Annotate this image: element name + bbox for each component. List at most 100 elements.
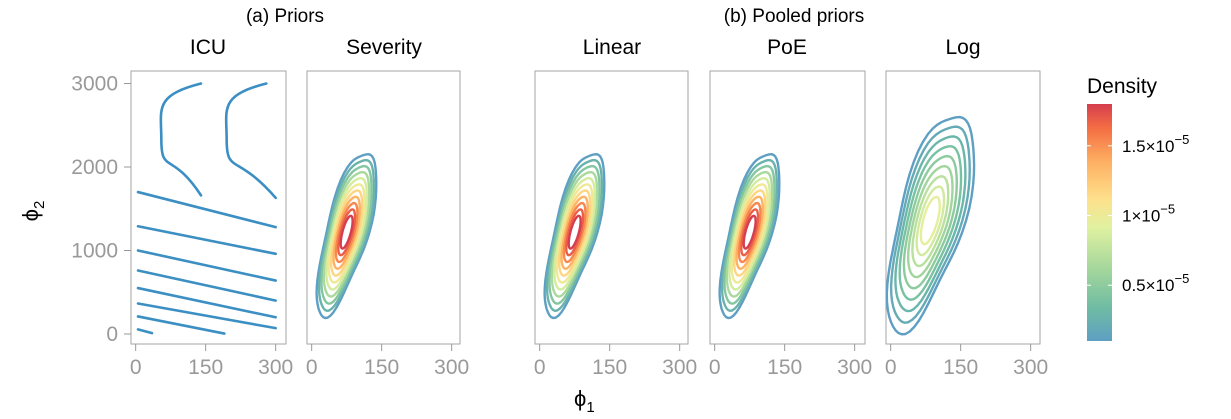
density-contour-severity — [322, 171, 371, 298]
density-contour-poe — [730, 183, 769, 284]
panel-frame-severity — [306, 70, 461, 345]
density-contour-linear — [562, 201, 587, 264]
panel-title-poe: PoE — [767, 36, 807, 59]
density-contour-linear — [565, 208, 585, 257]
density-contour-severity — [330, 189, 364, 277]
x-tick-label: 150 — [592, 356, 627, 379]
y-axis-label-subscript: 2 — [31, 201, 48, 209]
x-tick-label: 0 — [534, 356, 546, 379]
x-tick-label: 0 — [885, 356, 897, 379]
legend-labels: 1.5×10−51×10−50.5×10−5 — [1087, 132, 1189, 295]
density-contour-log — [894, 135, 967, 313]
panel-title-icu: ICU — [190, 36, 226, 59]
density-contour-log — [885, 115, 976, 336]
x-axis-label: ϕ1 — [574, 386, 595, 416]
density-core-poe — [746, 225, 753, 240]
x-tick-label: 150 — [943, 356, 978, 379]
icu-contour-arc — [159, 82, 203, 197]
legend-label: 1.5×10−5 — [1122, 132, 1189, 156]
icu-contour-line — [136, 249, 277, 282]
legend-label-exponent: −5 — [1174, 132, 1189, 147]
panel-title-severity: Severity — [346, 36, 422, 59]
panel-title-log: Log — [945, 36, 980, 59]
density-contour-severity — [327, 183, 366, 284]
panel-frame-log — [885, 70, 1041, 345]
density-core-severity — [343, 225, 350, 240]
contour-layer — [136, 82, 976, 336]
icu-contour-line — [136, 286, 277, 319]
legend-label-exponent: −5 — [1160, 202, 1175, 217]
density-contour-severity — [332, 195, 361, 270]
x-tick-label: 150 — [188, 356, 223, 379]
density-contour-poe — [723, 165, 776, 305]
y-tick-label: 3000 — [71, 73, 118, 96]
legend-label-base: 1×10 — [1122, 207, 1160, 226]
density-contour-poe — [728, 177, 771, 291]
density-contour-poe — [725, 171, 774, 298]
y-axis-label: ϕ2 — [18, 201, 48, 222]
group-title-priors: (a) Priors — [246, 6, 324, 27]
icu-contour-line — [136, 328, 154, 335]
icu-contour-line — [136, 302, 277, 330]
x-tick-label: 150 — [767, 356, 802, 379]
y-tick-label: 1000 — [71, 239, 118, 262]
x-tick-label: 300 — [837, 356, 872, 379]
density-contour-log — [898, 145, 963, 301]
density-contour-log — [911, 175, 950, 268]
icu-contour-line — [136, 269, 277, 302]
density-contour-severity — [317, 159, 376, 312]
density-contour-linear — [548, 165, 601, 305]
density-contour-linear — [553, 177, 596, 291]
panel-frame-icu — [130, 70, 287, 345]
density-contour-poe — [720, 159, 779, 312]
density-contour-log — [907, 165, 954, 279]
density-contour-linear — [567, 214, 582, 250]
x-tick-label: 150 — [364, 356, 399, 379]
legend-label: 1×10−5 — [1122, 202, 1175, 226]
density-contour-severity — [334, 201, 359, 264]
density-contour-severity — [337, 208, 357, 257]
panel-frame-poe — [709, 70, 866, 345]
legend-label: 0.5×10−5 — [1122, 271, 1189, 295]
icu-contour-line — [136, 315, 226, 335]
x-axis-label-subscript: 1 — [586, 399, 594, 416]
icu-contour-line — [136, 190, 277, 229]
group-title-pooled: (b) Pooled priors — [724, 6, 864, 27]
density-contour-severity — [320, 165, 373, 305]
legend-label-base: 0.5×10 — [1122, 276, 1174, 295]
legend-title: Density — [1087, 75, 1158, 98]
y-tick-label: 2000 — [71, 156, 118, 179]
x-tick-label: 300 — [1013, 356, 1048, 379]
density-contour-linear — [543, 153, 606, 320]
density-contour-log — [902, 155, 958, 290]
density-core-linear — [571, 225, 578, 240]
y-tick-label: 0 — [106, 323, 118, 346]
density-contour-linear — [560, 195, 589, 270]
density-contour-linear — [550, 171, 599, 298]
icu-contour-arc — [224, 82, 277, 200]
density-contour-linear — [555, 183, 594, 284]
x-tick-label: 300 — [434, 356, 469, 379]
legend-label-exponent: −5 — [1174, 271, 1189, 286]
icu-contour-line — [136, 224, 277, 256]
density-contour-log — [919, 195, 941, 246]
density-contour-poe — [742, 214, 757, 250]
x-tick-label: 0 — [306, 356, 318, 379]
density-contour-poe — [718, 153, 781, 320]
panel-title-linear: Linear — [583, 36, 641, 59]
density-contour-log — [915, 185, 946, 257]
density-core-log — [926, 211, 935, 230]
legend-label-base: 1.5×10 — [1122, 137, 1174, 156]
x-tick-label: 0 — [709, 356, 721, 379]
density-contour-poe — [740, 208, 760, 257]
panel-frame-linear — [534, 70, 689, 345]
density-contour-poe — [735, 195, 764, 270]
density-contour-severity — [339, 214, 354, 250]
x-tick-label: 0 — [130, 356, 142, 379]
density-contour-severity — [325, 177, 368, 291]
density-contour-log — [889, 125, 971, 324]
x-tick-label: 300 — [662, 356, 697, 379]
density-contour-linear — [545, 159, 604, 312]
